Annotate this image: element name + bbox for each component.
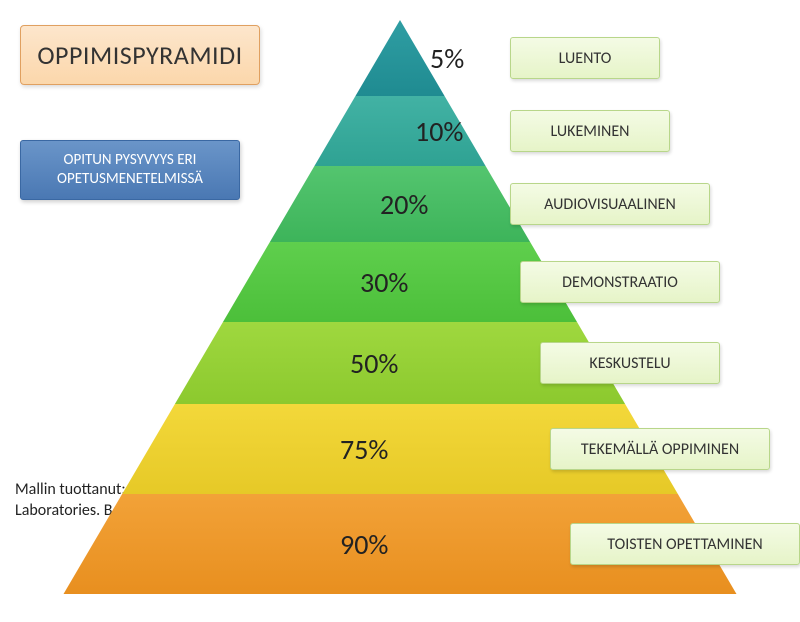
- pyramid-label-text-4: KESKUSTELU: [589, 354, 670, 373]
- pyramid-label-text-2: AUDIOVISUAALINEN: [544, 195, 676, 214]
- pyramid-label-text-6: TOISTEN OPETTAMINEN: [607, 535, 762, 554]
- learning-pyramid: 5% LUENTO 10% LUKEMINEN 20% AUDIOVISUAALINEN 3…: [60, 20, 740, 600]
- pyramid-label-text-0: LUENTO: [559, 49, 612, 68]
- pyramid-label-text-5: TEKEMÄLLÄ OPPIMINEN: [581, 440, 739, 459]
- pyramid-label-6: TOISTEN OPETTAMINEN: [570, 523, 800, 565]
- pyramid-label-4: KESKUSTELU: [540, 342, 720, 384]
- pyramid-pct-6: 90%: [340, 527, 388, 562]
- pyramid-pct-3: 30%: [360, 265, 408, 300]
- pyramid-label-text-3: DEMONSTRAATIO: [562, 273, 678, 292]
- pyramid-label-2: AUDIOVISUAALINEN: [510, 183, 710, 225]
- pyramid-pct-4: 50%: [350, 346, 398, 381]
- pyramid-pct-5: 75%: [340, 432, 388, 467]
- pyramid-pct-1: 10%: [415, 114, 463, 149]
- pyramid-pct-2: 20%: [380, 187, 428, 222]
- pyramid-label-1: LUKEMINEN: [510, 110, 670, 152]
- pyramid-label-3: DEMONSTRAATIO: [520, 261, 720, 303]
- pyramid-label-5: TEKEMÄLLÄ OPPIMINEN: [550, 428, 770, 470]
- pyramid-pct-0: 5%: [430, 41, 464, 76]
- pyramid-label-0: LUENTO: [510, 37, 660, 79]
- pyramid-label-text-1: LUKEMINEN: [551, 122, 630, 141]
